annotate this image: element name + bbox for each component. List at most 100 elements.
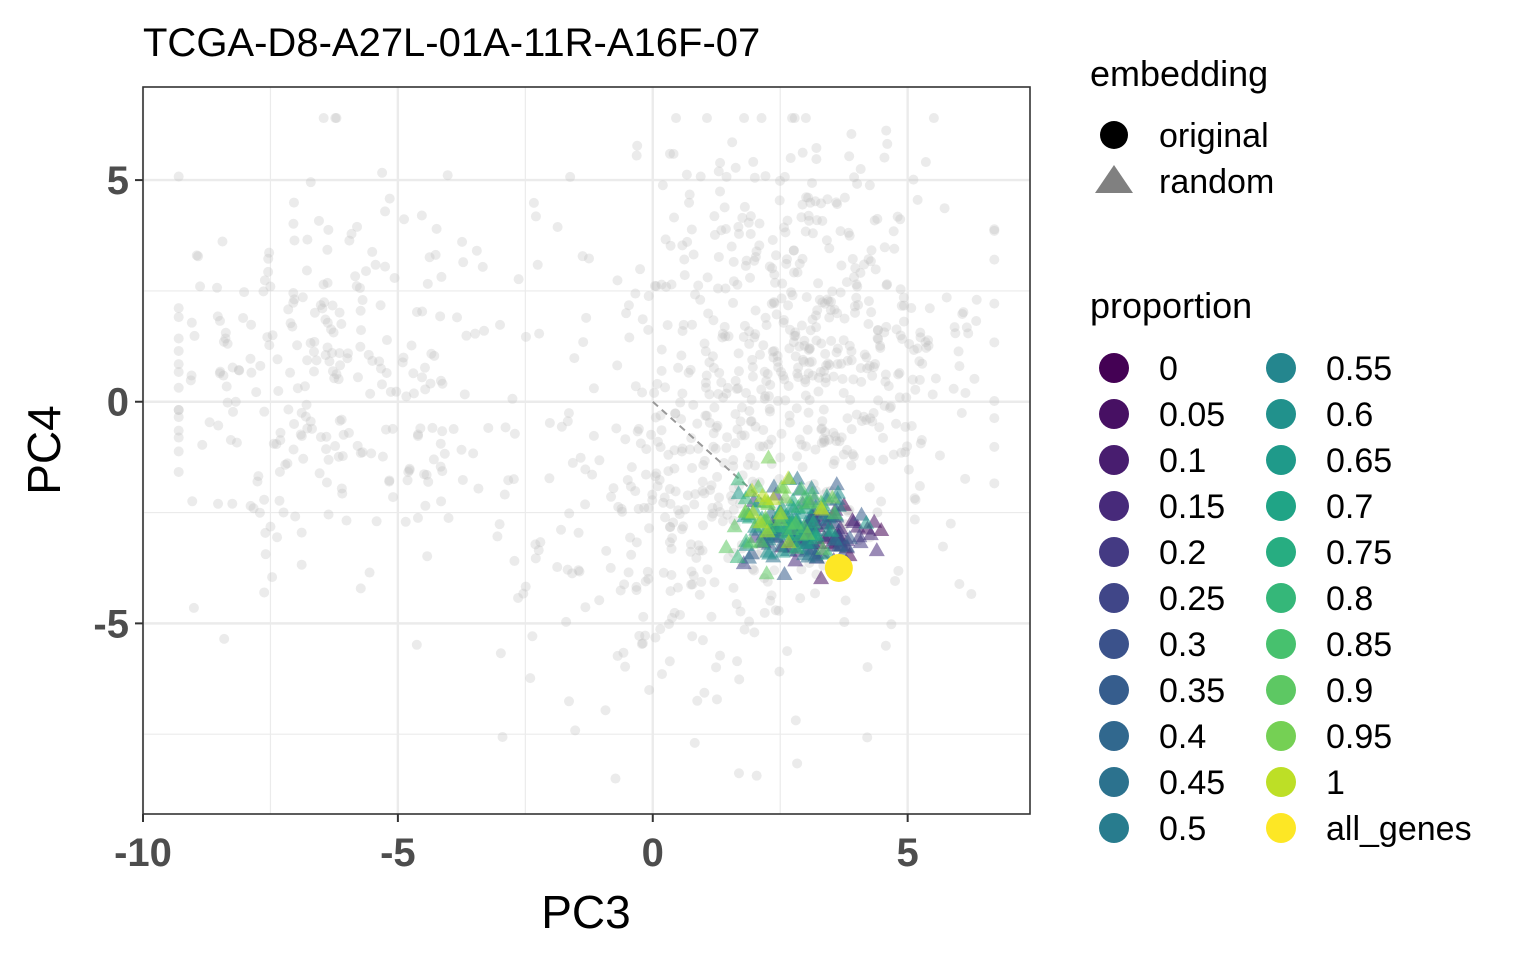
background-point [674,509,685,520]
background-point [624,332,635,343]
background-point [773,362,784,373]
background-point [647,495,658,506]
background-point [457,236,468,247]
legend-proportion-label: 0.6 [1326,396,1373,434]
background-point [709,211,720,222]
background-point [826,335,837,346]
background-point [656,279,667,290]
legend-proportion-key [1266,583,1296,613]
legend-proportion-label: 0.55 [1326,350,1392,388]
background-point [364,567,375,578]
background-point [355,583,366,594]
background-point [688,249,699,260]
background-point [430,249,441,260]
background-point [699,687,710,698]
background-point [503,475,514,486]
background-point [289,235,300,246]
background-point [375,300,386,311]
x-tick-label: 0 [642,831,664,875]
background-point [732,656,743,667]
background-point [274,495,285,506]
background-point [741,255,752,266]
background-point [371,516,382,527]
background-point [665,522,676,533]
background-point [723,553,734,564]
background-point [720,224,731,235]
background-point [701,382,712,393]
background-point [699,455,710,466]
background-point [509,555,520,566]
background-point [761,375,772,386]
legend-proportion-label: 0.25 [1159,580,1225,618]
background-point [530,553,541,564]
background-point [335,360,346,371]
background-point [768,297,779,308]
background-point [728,461,739,472]
background-point [894,392,905,403]
background-point [693,540,704,551]
background-point [789,113,800,124]
background-point [574,566,585,577]
background-point [838,449,849,460]
background-point [923,335,934,346]
background-point [380,206,391,217]
background-point [688,399,699,410]
random-point [729,548,746,563]
background-point [292,340,303,351]
background-point [334,307,345,318]
background-point [861,414,872,425]
background-point [664,521,675,532]
background-point [862,363,873,374]
background-point [437,466,448,477]
background-point [784,410,795,421]
background-point [620,661,631,672]
background-point [662,320,673,331]
random-point [730,485,747,500]
legend-proportion-key [1266,767,1296,797]
background-point [666,612,677,623]
background-point [567,457,578,468]
background-point [173,312,184,323]
background-point [743,217,754,228]
background-point [739,201,750,212]
background-point [415,423,426,434]
background-point [789,267,800,278]
background-point [839,192,850,203]
background-point [811,215,822,226]
background-point [821,360,832,371]
background-point [305,337,316,348]
legend-proportion-label: 0.95 [1326,718,1392,756]
background-point [319,297,330,308]
background-point [520,581,531,592]
background-point [594,595,605,606]
background-point [513,274,524,285]
background-point [594,455,605,466]
legend-proportion-label: 0.05 [1159,396,1225,434]
background-point [306,423,317,434]
background-point [914,356,925,367]
background-point [799,335,810,346]
background-point [632,426,643,437]
background-point [683,367,694,378]
background-point [398,352,409,363]
background-point [917,358,928,369]
background-point [828,371,839,382]
background-point [532,259,543,270]
background-point [741,387,752,398]
background-point [873,395,884,406]
background-point [658,567,669,578]
background-point [326,324,337,335]
background-point [384,476,395,487]
background-point [764,403,775,414]
background-point [960,473,971,484]
random-point [815,540,832,555]
background-point [823,358,834,369]
background-point [829,455,840,466]
background-point [836,260,847,271]
background-point [672,582,683,593]
background-point [366,448,377,459]
legend-proportion-label: 0.3 [1159,626,1206,664]
legend-proportion-label: all_genes [1326,810,1472,848]
background-point [684,189,695,200]
legend-proportion-key [1266,537,1296,567]
